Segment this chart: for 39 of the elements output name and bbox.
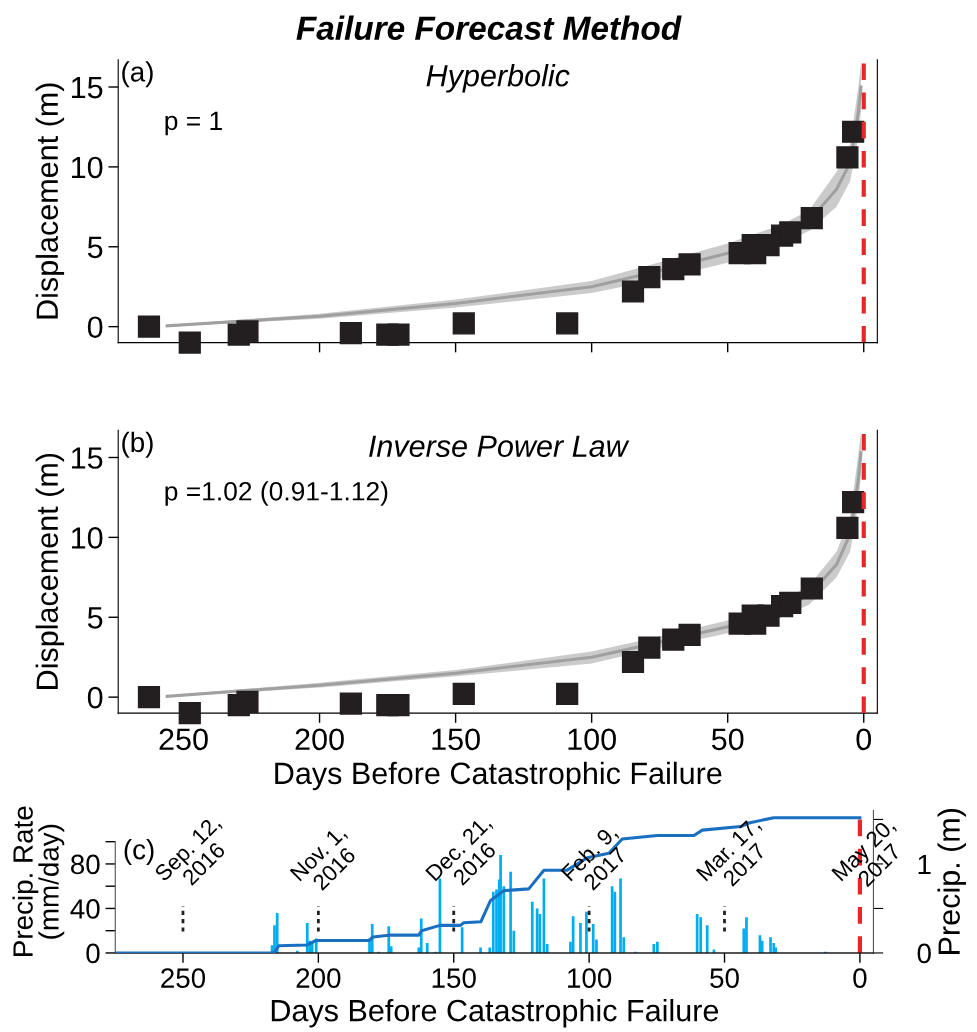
annotation: (b)	[122, 431, 153, 458]
y2-axis-title: Precip. (m)	[937, 808, 966, 954]
y-tick-label: 5	[87, 236, 103, 259]
y-tick-label: 0	[87, 686, 103, 709]
y-tick-label: 10	[71, 156, 103, 179]
x-tick-label: 50	[711, 728, 744, 751]
y-tick-label: 10	[71, 527, 103, 549]
y-tick-label: 15	[71, 77, 103, 99]
x-tick-label: 200	[295, 728, 344, 751]
x-axis-title: Days Before Catastrophic Failure	[271, 998, 719, 1028]
y-tick-label: 0	[86, 943, 100, 964]
x-tick-label: 250	[159, 728, 208, 751]
y-tick-label: 80	[71, 854, 100, 875]
y-tick-label: 15	[71, 447, 103, 469]
chart-subtitle: Hyperbolic	[426, 64, 570, 93]
x-tick-label: 150	[432, 968, 476, 988]
annotation: (c)	[124, 839, 154, 865]
x-tick-label: 100	[568, 968, 612, 988]
y-tick-label: 0	[87, 316, 103, 339]
x-axis-title: Days Before Catastrophic Failure	[275, 761, 722, 791]
y-tick-label: 5	[87, 607, 103, 629]
y-axis-title: Displacement (m)	[35, 453, 65, 689]
chart-subtitle: Inverse Power Law	[369, 435, 630, 458]
y2-tick-label: 0	[917, 943, 931, 964]
annotation: (a)	[122, 61, 153, 88]
x-tick-label: 0	[853, 968, 867, 988]
chart-title: Failure Forecast Method	[296, 15, 682, 40]
x-tick-label: 50	[710, 968, 739, 988]
y-tick-label: 40	[70, 899, 100, 919]
y-axis-title: Displacement (m)	[35, 83, 65, 319]
y-axis-title: Precip. Rate (mm/day)	[12, 806, 65, 956]
annotation: p =1.02 (0.91-1.12)	[165, 481, 388, 506]
y2-tick-label: 1	[918, 854, 931, 874]
annotation: p = 1	[165, 111, 222, 136]
x-tick-label: 100	[568, 728, 616, 751]
x-tick-label: 0	[856, 728, 872, 751]
x-tick-label: 250	[161, 968, 206, 988]
x-tick-label: 200	[296, 968, 341, 988]
x-tick-label: 150	[432, 728, 480, 751]
